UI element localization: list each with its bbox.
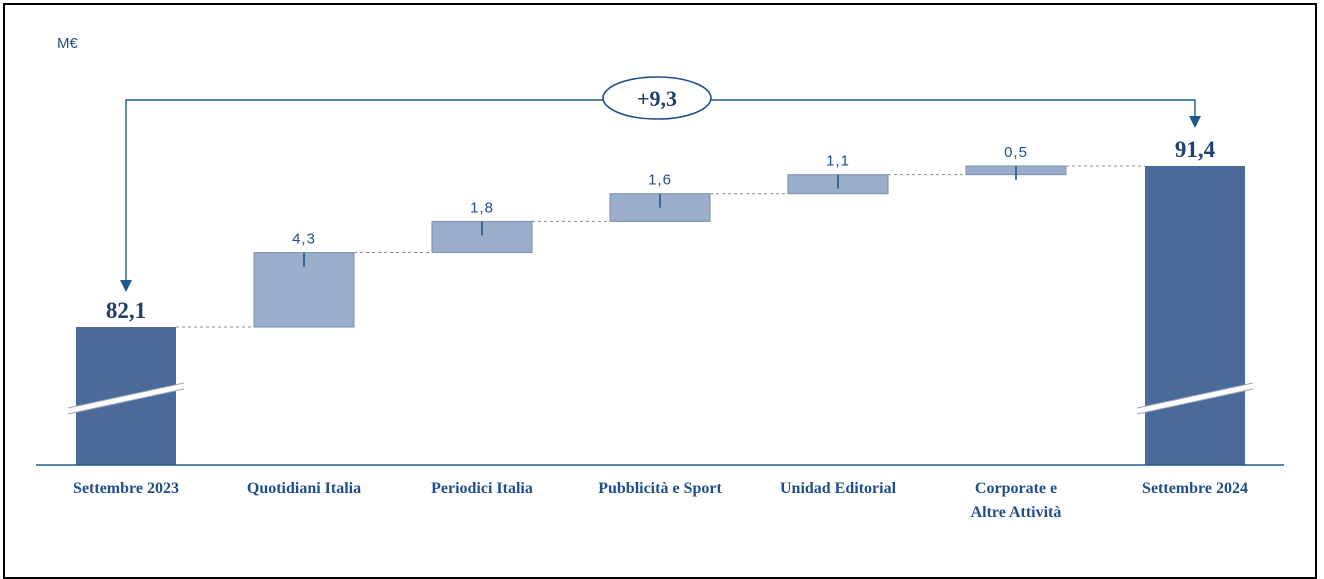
category-label: Quotidiani Italia [247, 480, 361, 497]
category-label: Pubblicità e Sport [598, 480, 722, 497]
change-bracket-left [125, 99, 603, 280]
step-value-label: 1,8 [470, 199, 494, 216]
unit-label: M€ [57, 35, 78, 52]
bar-end-total [1145, 166, 1245, 465]
category-label: Settembre 2024 [1142, 480, 1248, 497]
step-value-label: 0,5 [1004, 144, 1028, 161]
change-bracket-right [711, 99, 1196, 116]
arrow-down-icon [1189, 116, 1201, 128]
category-label: Settembre 2023 [73, 480, 179, 497]
arrow-down-icon [120, 280, 132, 292]
step-value-label: 1,1 [826, 153, 850, 170]
total-change-label: +9,3 [637, 86, 677, 111]
start-total-label: 82,1 [106, 298, 146, 323]
category-label: Periodici Italia [431, 480, 533, 497]
category-label: Unidad Editorial [780, 480, 897, 497]
axis-break-start [67, 382, 185, 415]
category-label: Corporate e Altre Attività [971, 480, 1062, 521]
axis-break-end [1136, 382, 1254, 415]
end-total-label: 91,4 [1175, 137, 1216, 162]
change-oval [602, 76, 712, 120]
step-value-label: 4,3 [292, 231, 316, 248]
step-value-label: 1,6 [648, 172, 672, 189]
